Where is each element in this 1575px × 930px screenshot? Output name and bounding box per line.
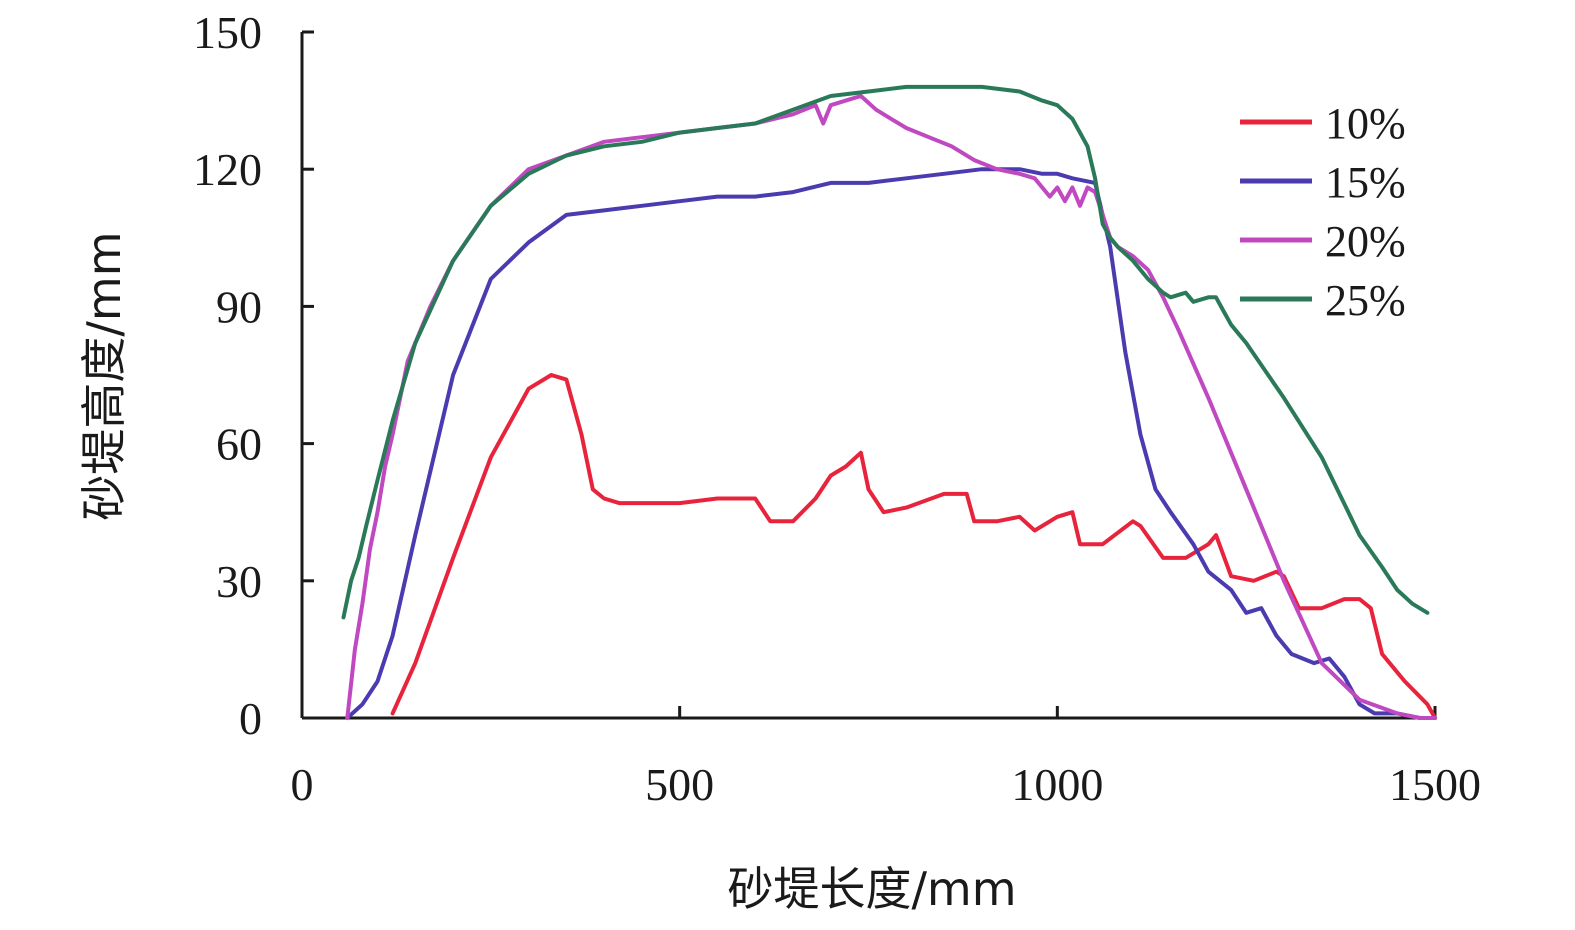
y-tick-label: 30 bbox=[216, 556, 262, 607]
x-tick-label: 1000 bbox=[1011, 759, 1103, 810]
legend-label: 20% bbox=[1325, 217, 1406, 266]
y-tick-label: 120 bbox=[193, 144, 262, 195]
y-axis-title: 砂堤高度/mm bbox=[77, 231, 131, 520]
y-tick-label: 0 bbox=[239, 693, 262, 744]
x-tick-label: 500 bbox=[645, 759, 714, 810]
series-line-25pct bbox=[341, 84, 1430, 620]
x-tick-label: 0 bbox=[291, 759, 314, 810]
series-lines bbox=[341, 84, 1437, 720]
series-line-15pct bbox=[345, 167, 1437, 720]
x-axis-title: 砂堤长度/mm bbox=[727, 862, 1016, 916]
legend-label: 25% bbox=[1325, 276, 1406, 325]
y-tick-label: 150 bbox=[193, 7, 262, 58]
legend: 10% 15% 20% 25% bbox=[1240, 99, 1406, 325]
y-tick-label: 60 bbox=[216, 419, 262, 470]
legend-label: 10% bbox=[1325, 99, 1406, 148]
legend-label: 15% bbox=[1325, 158, 1406, 207]
series-line-10pct bbox=[390, 373, 1437, 720]
x-tick-label: 1500 bbox=[1389, 759, 1481, 810]
y-tick-label: 90 bbox=[216, 281, 262, 332]
axes: 0 500 1000 1500 0 30 60 90 120 150 bbox=[193, 7, 1481, 810]
